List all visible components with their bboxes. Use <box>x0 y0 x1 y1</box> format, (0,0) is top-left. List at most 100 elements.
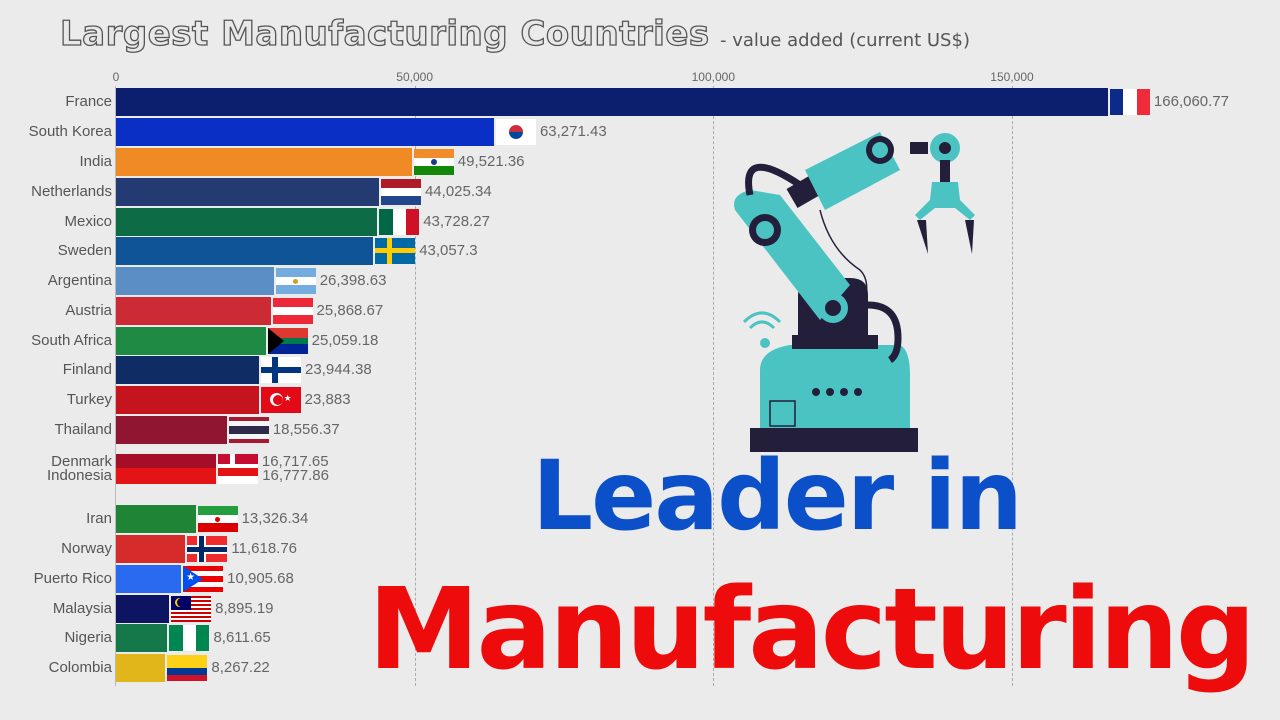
south-korea-flag-icon <box>495 119 536 145</box>
bar <box>116 386 259 414</box>
indonesia-flag-icon <box>218 468 259 484</box>
bar-row-france: France 166,060.77 <box>0 88 1280 116</box>
bar-row-puerto-rico: Puerto Rico ★ 10,905.68 <box>0 565 1280 593</box>
bar-label: Norway <box>61 540 112 557</box>
bar-value-label: 8,611.65 <box>213 629 271 646</box>
bar-row-thailand: Thailand 18,556.37 <box>0 416 1280 444</box>
mexico-flag-icon <box>379 209 420 235</box>
bar-value-label: 63,271.43 <box>539 123 607 140</box>
headline-leader-in: Leader in <box>532 440 1023 552</box>
bar <box>116 88 1108 116</box>
bar <box>116 118 494 146</box>
y-axis-line <box>115 86 116 686</box>
bar-value-label: 43,057.3 <box>419 242 478 259</box>
gridline <box>713 86 715 686</box>
bar-row-nigeria: Nigeria 8,611.65 <box>0 624 1280 652</box>
south-africa-flag-icon <box>267 328 308 354</box>
malaysia-flag-icon <box>171 596 212 622</box>
bar <box>116 654 166 682</box>
bar <box>116 624 168 652</box>
bar-row-sweden: Sweden 43,057.3 <box>0 237 1280 265</box>
bar-label: South Africa <box>31 332 112 349</box>
bar-label: Indonesia <box>46 467 112 484</box>
bar-value-label: 11,618.76 <box>231 540 298 557</box>
bar-label: South Korea <box>28 123 112 140</box>
bar-label: Iran <box>86 510 112 527</box>
gridline <box>1012 86 1013 686</box>
gridline <box>414 86 416 686</box>
bar-row-turkey: Turkey ★ 23,883 <box>0 386 1280 414</box>
bar-value-label: 25,059.18 <box>311 332 379 349</box>
bar-row-norway: Norway 11,618.76 <box>0 535 1280 563</box>
bar <box>116 267 274 295</box>
bar-value-label: 23,883 <box>304 391 351 408</box>
bar <box>116 535 186 563</box>
norway-flag-icon <box>187 536 228 562</box>
bar-label: Netherlands <box>31 183 112 200</box>
finland-flag-icon <box>261 357 302 383</box>
axis-tick-label: 0 <box>112 70 120 84</box>
bar-value-label: 8,895.19 <box>215 600 274 617</box>
turkey-flag-icon: ★ <box>260 387 301 413</box>
thailand-flag-icon <box>228 417 269 443</box>
colombia-flag-icon <box>167 655 208 681</box>
bar-row-colombia: Colombia 8,267.22 <box>0 654 1280 682</box>
bar-value-label: 49,521.36 <box>457 153 525 170</box>
nigeria-flag-icon <box>169 625 210 651</box>
bar <box>116 297 271 325</box>
bar-label: Finland <box>62 361 112 378</box>
bar-label: Nigeria <box>64 629 112 646</box>
austria-flag-icon <box>272 298 313 324</box>
bar-label: Denmark <box>51 453 112 470</box>
bar-row-netherlands: Netherlands 44,025.34 <box>0 178 1280 206</box>
bar-label: Puerto Rico <box>33 570 112 587</box>
france-flag-icon <box>1109 89 1150 115</box>
chart-subtitle: - value added (current US$) <box>720 30 970 51</box>
bar <box>116 356 260 384</box>
chart-title: Largest Manufacturing Countries <box>59 13 710 54</box>
headline-manufacturing: Manufacturing <box>368 565 1256 695</box>
sweden-flag-icon <box>375 238 416 264</box>
robot-arm-icon <box>734 132 975 452</box>
bar-value-label: 26,398.63 <box>319 272 387 289</box>
bar-value-label: 16,717.65 <box>261 453 329 470</box>
bar-row-south-korea: South Korea 63,271.43 <box>0 118 1280 146</box>
bar-label: Argentina <box>47 272 112 289</box>
axis-tick-label: 50,000 <box>396 70 434 84</box>
bar-value-label: 25,868.67 <box>316 302 384 319</box>
bar <box>116 454 216 470</box>
netherlands-flag-icon <box>380 179 421 205</box>
bar-value-label: 23,944.38 <box>305 361 372 378</box>
bar-label: Austria <box>65 302 112 319</box>
bar-label: India <box>79 153 112 170</box>
bar-value-label: 8,267.22 <box>211 659 270 676</box>
bar-row-mexico: Mexico 43,728.27 <box>0 208 1280 236</box>
bar-value-label: 16,777.86 <box>262 467 329 484</box>
bar <box>116 237 374 265</box>
bar <box>116 505 196 533</box>
bar-label: Sweden <box>57 242 112 259</box>
bar <box>116 327 266 355</box>
bar-row-argentina: Argentina 26,398.63 <box>0 267 1280 295</box>
bar <box>116 208 378 236</box>
iran-flag-icon <box>197 506 238 532</box>
bar-value-label: 10,905.68 <box>227 570 294 587</box>
bar-label: Colombia <box>48 659 112 676</box>
bar-row-denmark: Denmark 16,717.65 <box>0 454 1280 470</box>
bar <box>116 178 379 206</box>
bar <box>116 148 412 176</box>
bar-value-label: 166,060.77 <box>1153 93 1229 110</box>
bar <box>116 595 170 623</box>
argentina-flag-icon <box>275 268 316 294</box>
axis-tick-label: 150,000 <box>990 70 1034 84</box>
bar <box>116 565 182 593</box>
bar-row-south-africa: South Africa 25,059.18 <box>0 327 1280 355</box>
bar-value-label: 43,728.27 <box>423 213 490 230</box>
india-flag-icon <box>413 149 454 175</box>
bar-label: France <box>65 93 112 110</box>
puerto-rico-flag-icon: ★ <box>183 566 224 592</box>
axis-tick-label: 100,000 <box>691 70 736 84</box>
bar-row-india: India 49,521.36 <box>0 148 1280 176</box>
bar-value-label: 13,326.34 <box>241 510 309 527</box>
bar <box>116 416 227 444</box>
